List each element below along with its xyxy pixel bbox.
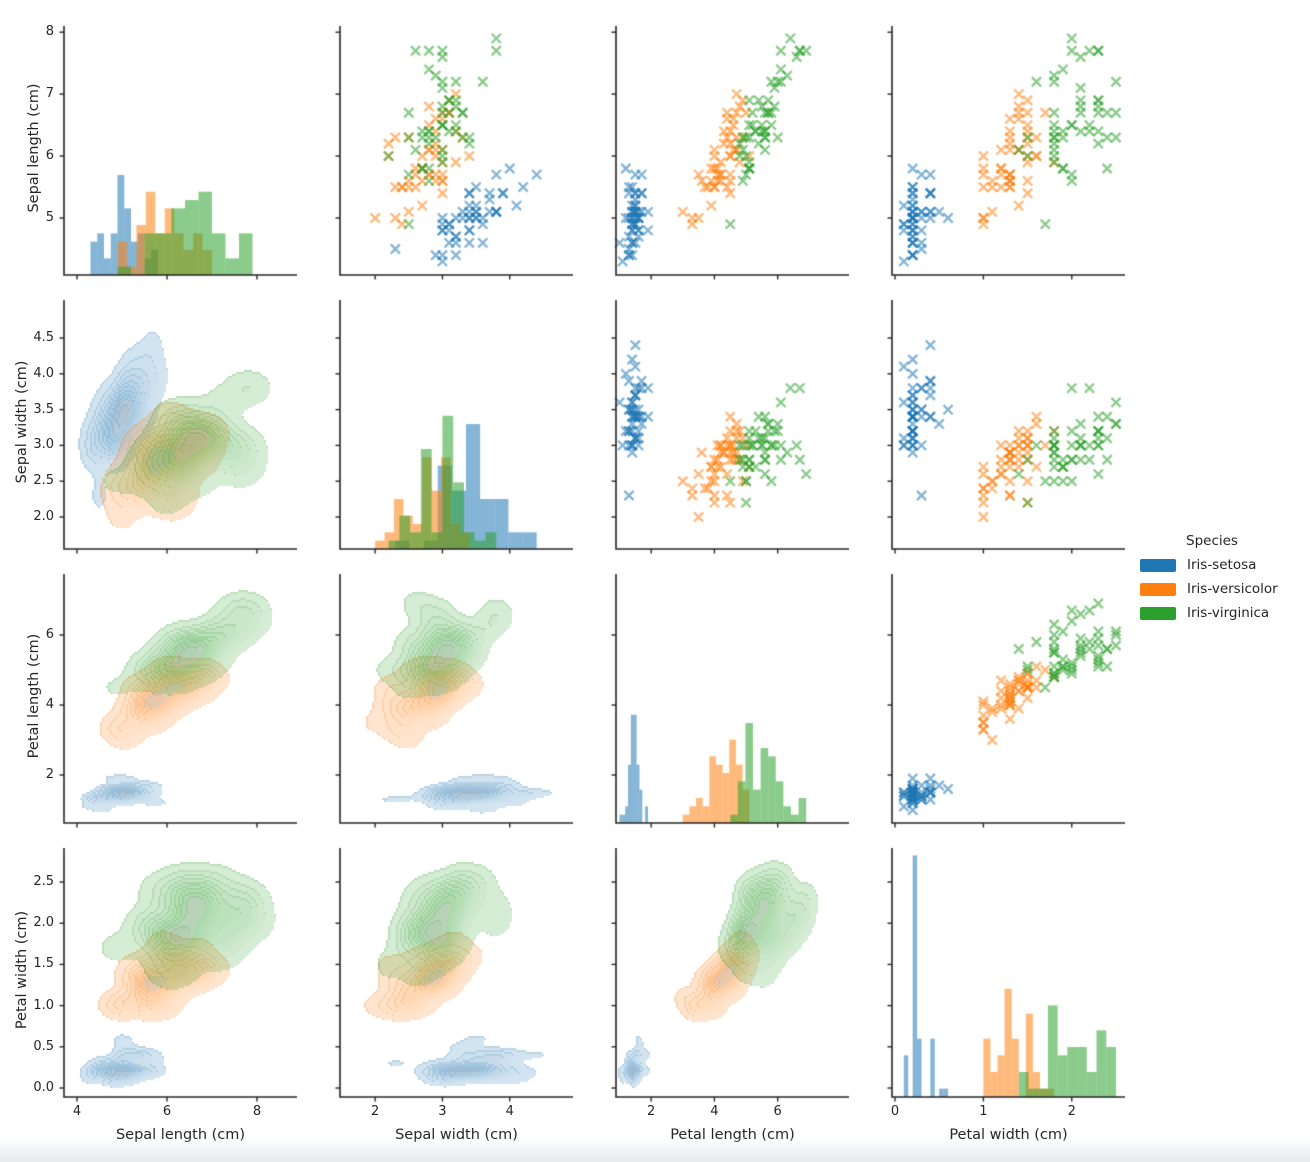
y-tick-label: 5 [45,210,54,225]
x-tick-label: 2 [1067,1104,1076,1119]
x-tick-label: 8 [252,1104,262,1119]
legend-entry-versicolor: Iris-versicolor [1140,581,1278,597]
x-tick-label: 6 [162,1104,172,1119]
legend-swatch-versicolor [1140,582,1176,596]
y-tick-label: 2.0 [33,508,54,524]
y-axis-label-petal-length: Petal length (cm) [26,633,42,759]
x-tick-label: 4 [72,1104,82,1119]
y-tick-label: 6 [45,148,54,164]
x-tick-label: 6 [773,1104,782,1119]
y-tick-label: 3.5 [33,401,54,417]
x-tick-label: 2 [647,1104,656,1119]
y-tick-label: 0.5 [33,1038,54,1054]
legend-label-setosa: Iris-setosa [1187,557,1257,573]
y-tick-label: 4.5 [33,330,54,346]
x-axis-label-sepal-width: Sepal width (cm) [395,1127,518,1143]
legend-swatch-setosa [1140,558,1176,572]
y-tick-label: 2.5 [33,874,54,890]
legend-label-versicolor: Iris-versicolor [1187,581,1278,597]
x-axis-label-petal-length: Petal length (cm) [670,1127,795,1143]
y-tick-label: 1.0 [33,997,54,1013]
y-tick-label: 7 [45,86,54,102]
x-tick-label: 3 [438,1104,447,1119]
x-axis-label-petal-width: Petal width (cm) [949,1127,1068,1143]
y-axis-label-sepal-length: Sepal length (cm) [26,83,42,213]
y-tick-label: 2 [45,767,54,782]
legend-swatch-virginica [1140,606,1176,620]
y-axis-label-sepal-width: Sepal width (cm) [14,360,30,484]
legend-entry-setosa: Iris-setosa [1140,557,1278,573]
x-tick-label: 1 [979,1104,988,1119]
x-axis-label-sepal-length: Sepal length (cm) [115,1127,246,1143]
x-tick-label: 4 [505,1104,514,1119]
legend-entry-virginica: Iris-virginica [1140,605,1278,621]
y-tick-label: 2.5 [33,473,54,489]
y-tick-label: 0.0 [33,1080,54,1096]
y-tick-label: 4 [45,697,54,712]
legend-label-virginica: Iris-virginica [1187,605,1270,621]
y-tick-label: 6 [45,627,54,642]
legend-title: Species [1186,533,1238,549]
y-tick-label: 8 [45,24,54,40]
x-tick-label: 0 [890,1104,900,1119]
y-tick-label: 4.0 [33,365,54,381]
y-tick-label: 2.0 [33,915,54,931]
y-axis-label-petal-width: Petal width (cm) [14,910,30,1030]
x-tick-label: 2 [370,1104,380,1119]
x-tick-label: 4 [710,1104,719,1119]
y-tick-label: 3.0 [33,437,54,453]
legend: Species Iris-setosa Iris-versicolor Iris… [1140,533,1278,621]
y-tick-label: 1.5 [33,956,54,972]
